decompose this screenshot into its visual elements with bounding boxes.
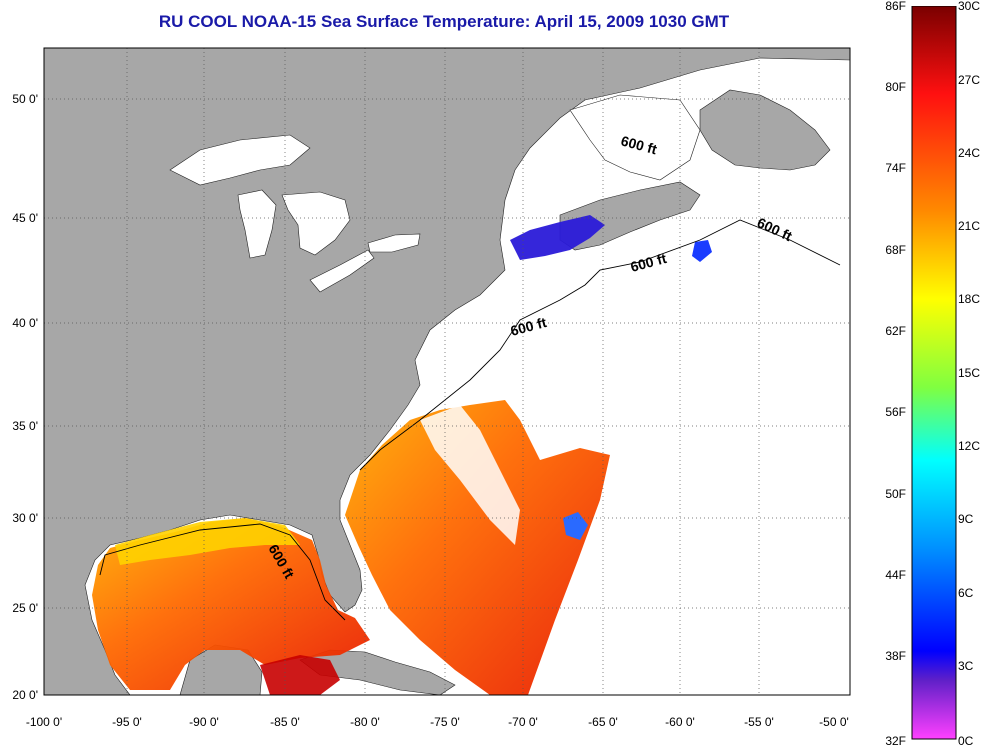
x-tick-label: -95 0' [112,715,142,729]
colorbar [911,6,957,740]
y-tick-label: 35 0' [12,419,38,433]
celsius-label: 15C [958,366,980,380]
sst-cool-patch-caribbean [563,512,588,540]
sst-hot-caribbean [260,655,340,695]
fahrenheit-label: 74F [885,161,906,175]
x-axis: -100 0' -95 0' -90 0' -85 0' -80 0' -75 … [26,715,849,729]
x-tick-label: -50 0' [819,715,849,729]
sst-atlantic [345,400,610,695]
celsius-label: 30C [958,0,980,13]
celsius-label: 24C [958,146,980,160]
map-title: RU COOL NOAA-15 Sea Surface Temperature:… [158,12,730,31]
celsius-label: 12C [958,439,980,453]
x-tick-label: -75 0' [430,715,460,729]
x-tick-label: -90 0' [189,715,219,729]
fahrenheit-label: 50F [885,487,906,501]
fahrenheit-label: 80F [885,80,906,94]
fahrenheit-label: 68F [885,243,906,257]
x-tick-label: -60 0' [665,715,695,729]
celsius-label: 18C [958,292,980,306]
fahrenheit-label: 32F [885,734,906,748]
sst-cool-patch-east [692,240,712,262]
x-tick-label: -85 0' [270,715,300,729]
sst-cool-gulf-of-maine [510,215,605,260]
x-tick-label: -80 0' [350,715,380,729]
y-tick-label: 50 0' [12,92,38,106]
fahrenheit-label: 62F [885,324,906,338]
land-cuba [299,649,456,695]
y-axis: 50 0' 45 0' 40 0' 35 0' 30 0' 25 0' 20 0… [12,92,38,702]
celsius-label: 27C [958,73,980,87]
celsius-label: 0C [958,734,974,748]
celsius-label: 9C [958,512,974,526]
map-frame [43,47,851,696]
y-tick-label: 40 0' [12,316,38,330]
x-tick-label: -100 0' [26,715,62,729]
y-tick-label: 20 0' [12,688,38,702]
x-tick-label: -55 0' [744,715,774,729]
celsius-label: 6C [958,586,974,600]
lake-huron [281,191,351,256]
lake-superior [169,134,311,186]
fahrenheit-label: 56F [885,405,906,419]
celsius-label: 21C [958,219,980,233]
lake-erie [309,249,375,293]
x-tick-label: -70 0' [508,715,538,729]
y-tick-label: 25 0' [12,601,38,615]
sst-gulf-yellow-band [115,518,300,565]
y-tick-label: 45 0' [12,211,38,225]
sst-gulf-of-mexico [92,518,370,690]
lake-michigan [237,189,277,259]
y-tick-label: 30 0' [12,511,38,525]
fahrenheit-label: 44F [885,568,906,582]
lake-ontario [367,233,421,253]
gulf-st-lawrence [569,94,701,181]
colorbar-scale [911,6,957,740]
fahrenheit-label: 38F [885,649,906,663]
fahrenheit-label: 86F [885,0,906,13]
celsius-label: 3C [958,659,974,673]
x-tick-label: -65 0' [588,715,618,729]
land-newfoundland [699,89,831,171]
isobath-600ft [99,219,841,621]
